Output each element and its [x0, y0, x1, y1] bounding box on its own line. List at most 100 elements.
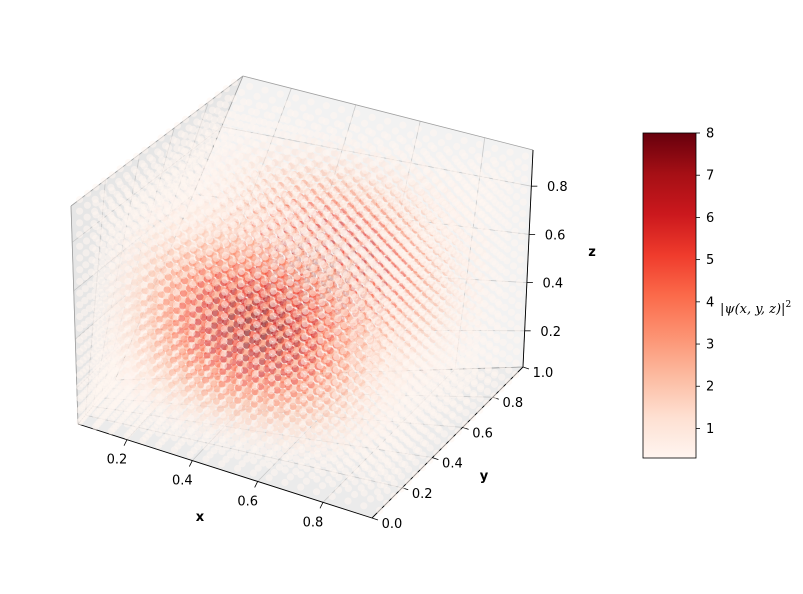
scatter-point — [361, 151, 369, 159]
scatter-point — [346, 163, 354, 171]
scatter-point — [477, 171, 485, 179]
scatter-point — [76, 418, 84, 426]
scatter-point — [507, 164, 515, 172]
scatter-point — [504, 222, 512, 230]
scatter-point — [268, 112, 276, 120]
scatter-point — [322, 149, 330, 157]
scatter-point — [228, 127, 236, 135]
scatter-point — [267, 144, 275, 152]
scatter-point — [513, 325, 522, 333]
scatter-point — [189, 125, 197, 133]
scatter-point — [468, 146, 476, 154]
scatter-point — [245, 98, 253, 107]
scatter-point — [491, 211, 499, 219]
scatter-point — [399, 152, 408, 161]
scatter-point — [461, 152, 469, 160]
scatter-point — [520, 175, 529, 183]
scatter-point — [521, 164, 529, 172]
scatter-point — [173, 122, 181, 130]
scatter-point — [399, 137, 407, 145]
y-tick — [522, 366, 530, 370]
scatter-point — [498, 216, 506, 224]
scatter-point — [489, 246, 498, 254]
scatter-point — [512, 204, 520, 212]
scatter-point — [485, 340, 493, 348]
scatter-point — [497, 228, 505, 236]
scatter-point — [414, 141, 423, 149]
scatter-point — [510, 239, 519, 247]
scatter-point — [322, 118, 330, 126]
scatter-point — [423, 166, 431, 174]
scatter-point — [517, 244, 525, 252]
scatter-point — [489, 258, 497, 266]
scatter-point — [238, 88, 246, 97]
scatter-point — [483, 228, 491, 236]
scatter-point — [260, 118, 268, 126]
scatter-point — [236, 152, 244, 160]
scatter-point — [461, 421, 469, 429]
scatter-point — [213, 123, 221, 131]
scatter-point — [260, 102, 268, 110]
scatter-point — [276, 90, 284, 98]
scatter-point — [338, 153, 346, 161]
scatter-point — [476, 406, 484, 414]
scatter-point — [291, 126, 299, 134]
scatter-point — [430, 160, 439, 168]
scatter-point — [306, 145, 314, 154]
scatter-point — [244, 114, 252, 123]
scatter-point — [455, 416, 463, 424]
y-tick — [462, 427, 469, 430]
scatter-point — [259, 150, 268, 158]
x-tick — [254, 481, 259, 488]
scatter-point — [445, 148, 453, 156]
scatter-point — [464, 349, 472, 357]
scatter-point — [471, 354, 479, 362]
scatter-point — [236, 121, 244, 129]
scatter-point — [283, 132, 291, 140]
scatter-point — [299, 120, 307, 128]
scatter-point — [299, 136, 307, 144]
scatter-point — [516, 267, 524, 275]
scatter-point — [281, 124, 289, 132]
scatter-point — [491, 144, 499, 152]
scatter-point — [181, 131, 189, 140]
scatter-point — [512, 348, 521, 356]
scatter-point — [477, 371, 485, 379]
scatter-point — [492, 199, 500, 207]
scatter-point — [462, 397, 470, 405]
scatter-point — [483, 240, 491, 248]
scatter-point — [515, 290, 523, 298]
scatter-point — [283, 116, 291, 124]
scatter-point — [482, 252, 490, 260]
scatter-point — [322, 133, 330, 142]
scatter-point — [493, 322, 501, 330]
scatter-point — [480, 311, 488, 319]
scatter-point — [484, 376, 492, 384]
x-tick — [123, 439, 128, 446]
scatter-point — [495, 275, 503, 283]
scatter-point — [267, 160, 275, 168]
scatter-point — [475, 140, 484, 149]
scatter-point — [470, 378, 478, 386]
scatter-point — [456, 379, 464, 388]
scatter-point — [501, 292, 509, 300]
scatter-point — [384, 133, 392, 141]
scatter-point — [510, 250, 518, 258]
scatter-point — [506, 187, 514, 195]
scatter-point — [481, 276, 489, 284]
scatter-point — [149, 140, 157, 148]
scatter-point — [141, 146, 149, 154]
scatter-point — [422, 150, 431, 158]
scatter-point — [203, 121, 211, 130]
scatter-point — [490, 234, 498, 242]
scatter-point — [368, 113, 376, 121]
scatter-point — [361, 135, 369, 143]
scatter-point — [466, 313, 474, 321]
scatter-point — [337, 137, 345, 145]
scatter-point — [505, 199, 513, 207]
scatter-point — [501, 303, 509, 311]
scatter-point — [521, 152, 530, 160]
scatter-point — [205, 113, 213, 121]
box-edge — [70, 75, 244, 207]
